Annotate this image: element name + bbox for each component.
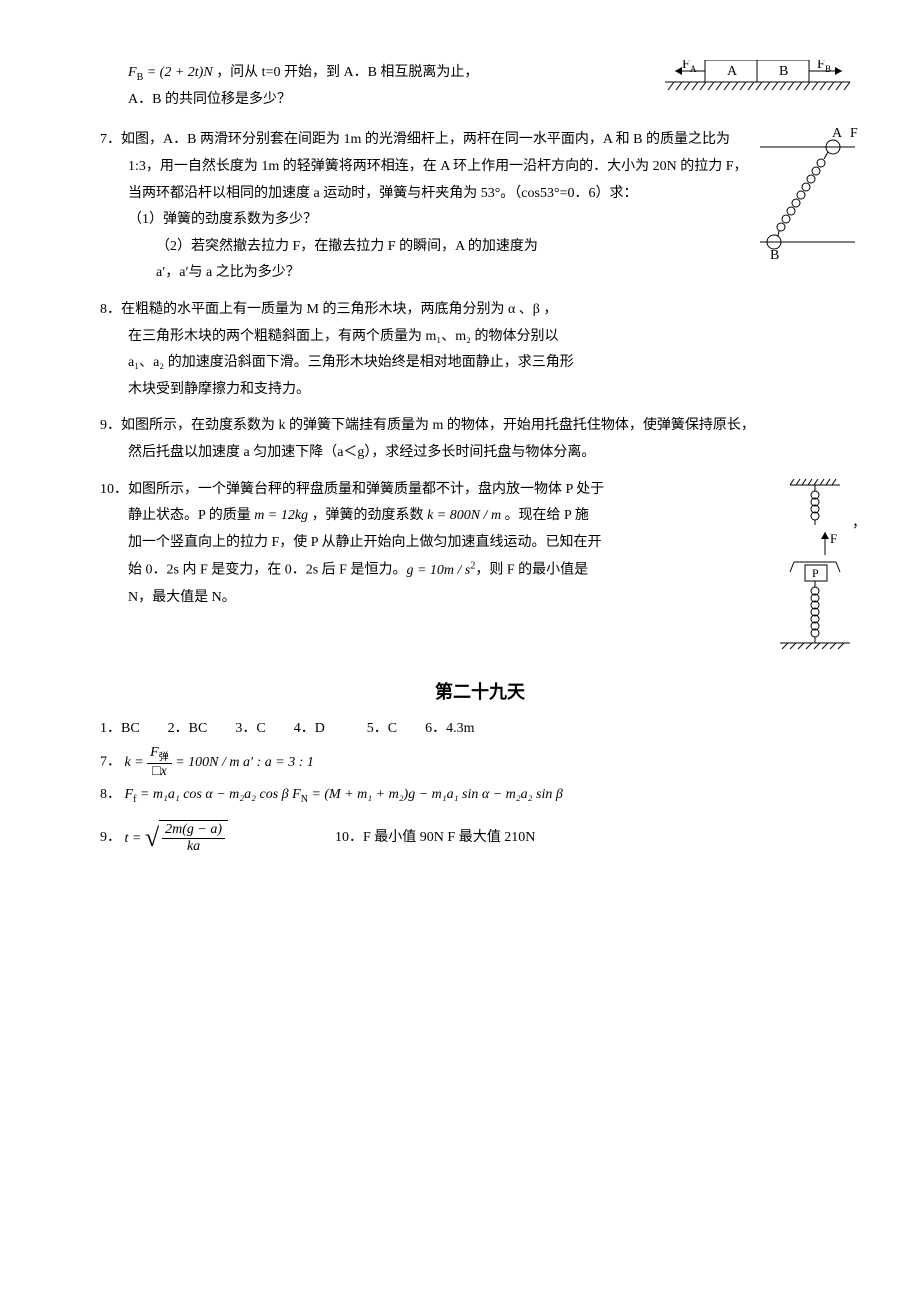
- scale-diagram: ， F P: [770, 477, 860, 668]
- q10-l2a: 静止状态。P 的质量: [128, 508, 254, 523]
- a9-t: t =: [125, 831, 142, 846]
- a9-num: 2m(g − a): [162, 822, 225, 838]
- q9: 9．如图所示，在劲度系数为 k 的弹簧下端挂有质量为 m 的物体，开始用托盘托住…: [100, 413, 860, 466]
- q7-sub2b: a′，a′与 a 之比为多少？: [100, 260, 860, 287]
- svg-text:B: B: [779, 64, 788, 79]
- svg-text:A: A: [727, 64, 738, 79]
- ans-line9: 9． t = √ 2m(g − a) ka 10．F 最小值 90N F 最大值…: [100, 812, 860, 864]
- a8-FN: F: [292, 787, 301, 802]
- q6-fb-F: F: [128, 65, 137, 80]
- a9-pre: 9．: [100, 831, 121, 846]
- a7-fden: x: [161, 764, 167, 779]
- a7-ratio: a′ : a = 3 : 1: [243, 755, 314, 770]
- q7-line3: 当两环都沿杆以相同的加速度 a 运动时，弹簧与杆夹角为 53°。（cos53°=…: [100, 181, 860, 208]
- a7-fnum: F: [150, 745, 159, 760]
- rods-diagram: A F B: [760, 127, 860, 273]
- blocks-svg: F A A B F B: [660, 60, 860, 102]
- q10-line2: 静止状态。P 的质量 m = 12kg ，弹簧的劲度系数 k = 800N / …: [100, 503, 860, 530]
- q8-line4: 木块受到静摩擦力和支持力。: [100, 377, 860, 404]
- q10-eq2: k = 800N / m: [427, 508, 501, 523]
- q7-line2: 1:3，用一自然长度为 1m 的轻弹簧将两环相连，在 A 环上作用一沿杆方向的．…: [100, 154, 860, 181]
- q7-line1: 7．如图，A．B 两滑环分别套在间距为 1m 的光滑细杆上，两杆在同一水平面内，…: [100, 127, 860, 154]
- q6-formula: FB = (2 + 2t)N: [128, 65, 216, 80]
- svg-text:P: P: [812, 566, 819, 580]
- q10-line5: N，最大值是 N。: [100, 585, 860, 612]
- q8-num: 8．: [100, 302, 121, 317]
- a8-pre: 8．: [100, 787, 121, 802]
- q10-eq1: m = 12kg: [254, 508, 308, 523]
- q10-t1: 如图所示，一个弹簧台秤的秤盘质量和弹簧质量都不计，盘内放一物体 P 处于: [128, 482, 604, 497]
- q10-l4a: 始 0．2s 内 F 是变力，在 0．2s 后 F 是恒力。: [128, 563, 406, 578]
- a8-Ff: F: [125, 787, 134, 802]
- a7-val: = 100N / m: [175, 755, 239, 770]
- q10: 10．如图所示，一个弹簧台秤的秤盘质量和弹簧质量都不计，盘内放一物体 P 处于 …: [100, 477, 860, 612]
- q8: 8．在粗糙的水平面上有一质量为 M 的三角形木块，两底角分别为 α 、β ， 在…: [100, 297, 860, 403]
- q9-line2: 然后托盘以加速度 a 匀加速下降（a＜g），求经过多长时间托盘与物体分离。: [100, 440, 860, 467]
- q8-line1: 8．在粗糙的水平面上有一质量为 M 的三角形木块，两底角分别为 α 、β ，: [100, 297, 860, 324]
- q6-fb-rhs: = (2 + 2t)N: [143, 65, 212, 80]
- q8-line2: 在三角形木块的两个粗糙斜面上，有两个质量为 m₁、m₂ 的物体分别以: [100, 324, 860, 351]
- svg-text:B: B: [770, 248, 779, 262]
- svg-text:，: ，: [852, 516, 860, 531]
- q10-line3: 加一个竖直向上的拉力 F，使 P 从静止开始向上做匀加速直线运动。已知在开: [100, 530, 860, 557]
- q8-t1: 在粗糙的水平面上有一质量为 M 的三角形木块，两底角分别为 α 、β ，: [121, 302, 557, 317]
- ans-line8: 8． Ff = m₁a₁ cos α − m₂a₂ cos β FN = (M …: [100, 781, 860, 810]
- a7-fden-pre: □: [152, 764, 160, 779]
- ans-line1: 1．BC 2．BC 3．C 4．D 5．C 6．4.3m: [100, 715, 860, 743]
- a7-k: k =: [125, 755, 144, 770]
- a7-pre: 7．: [100, 755, 121, 770]
- q7-t1: 如图，A．B 两滑环分别套在间距为 1m 的光滑细杆上，两杆在同一水平面内，A …: [121, 132, 730, 147]
- a8-Ff-eq: = m₁a₁ cos α − m₂a₂ cos β: [136, 787, 288, 802]
- svg-text:A: A: [832, 127, 843, 141]
- q10-line4: 始 0．2s 内 F 是变力，在 0．2s 后 F 是恒力。g = 10m / …: [100, 556, 860, 584]
- q10-g-eq: g = 10m / s: [406, 563, 470, 578]
- q7-sub1: （1）弹簧的劲度系数为多少？: [100, 207, 860, 234]
- svg-text:F: F: [682, 60, 690, 72]
- q9-t1: 如图所示，在劲度系数为 k 的弹簧下端挂有质量为 m 的物体，开始用托盘托住物体…: [121, 418, 755, 433]
- svg-text:F: F: [817, 60, 825, 72]
- q10-l4b: ，则 F 的最小值是: [475, 563, 588, 578]
- q10-l2b: ，弹簧的劲度系数: [308, 508, 427, 523]
- a10-text: 10．F 最小值 90N F 最大值 210N: [335, 831, 535, 846]
- q6-tail: ，问从 t=0 开始，到 A．B 相互脱离为止，: [216, 65, 478, 80]
- a8-FN-sub: N: [301, 794, 308, 805]
- a9-sqrt: √ 2m(g − a) ka: [145, 812, 228, 864]
- q9-num: 9．: [100, 418, 121, 433]
- svg-text:F: F: [830, 531, 837, 546]
- q7-num: 7．: [100, 132, 121, 147]
- answers-title: 第二十九天: [100, 675, 860, 709]
- svg-text:B: B: [825, 64, 831, 74]
- blocks-diagram: F A A B F B: [660, 60, 860, 113]
- q10-line1: 10．如图所示，一个弹簧台秤的秤盘质量和弹簧质量都不计，盘内放一物体 P 处于: [100, 477, 860, 504]
- q10-l2c: 。现在给 P 施: [501, 508, 589, 523]
- rods-svg: A F B: [760, 127, 860, 262]
- q7: 7．如图，A．B 两滑环分别套在间距为 1m 的光滑细杆上，两杆在同一水平面内，…: [100, 127, 860, 287]
- svg-text:F: F: [850, 127, 858, 141]
- q7-sub2a: （2）若突然撤去拉力 F，在撤去拉力 F 的瞬间，A 的加速度为: [100, 234, 860, 261]
- scale-svg: ， F P: [770, 477, 860, 657]
- a7-frac: F弹 □x: [147, 745, 172, 779]
- q8-line3: a₁、a₂ 的加速度沿斜面下滑。三角形木块始终是相对地面静止，求三角形: [100, 350, 860, 377]
- q9-line1: 9．如图所示，在劲度系数为 k 的弹簧下端挂有质量为 m 的物体，开始用托盘托住…: [100, 413, 860, 440]
- a8-FN-eq: = (M + m₁ + m₂)g − m₁a₁ sin α − m₂a₂ sin…: [308, 787, 563, 802]
- ans-line7: 7． k = F弹 □x = 100N / m a′ : a = 3 : 1: [100, 745, 860, 779]
- a7-fnum-sub: 弹: [159, 752, 169, 763]
- svg-text:A: A: [690, 64, 697, 74]
- q10-num: 10．: [100, 482, 128, 497]
- a9-den: ka: [162, 839, 225, 854]
